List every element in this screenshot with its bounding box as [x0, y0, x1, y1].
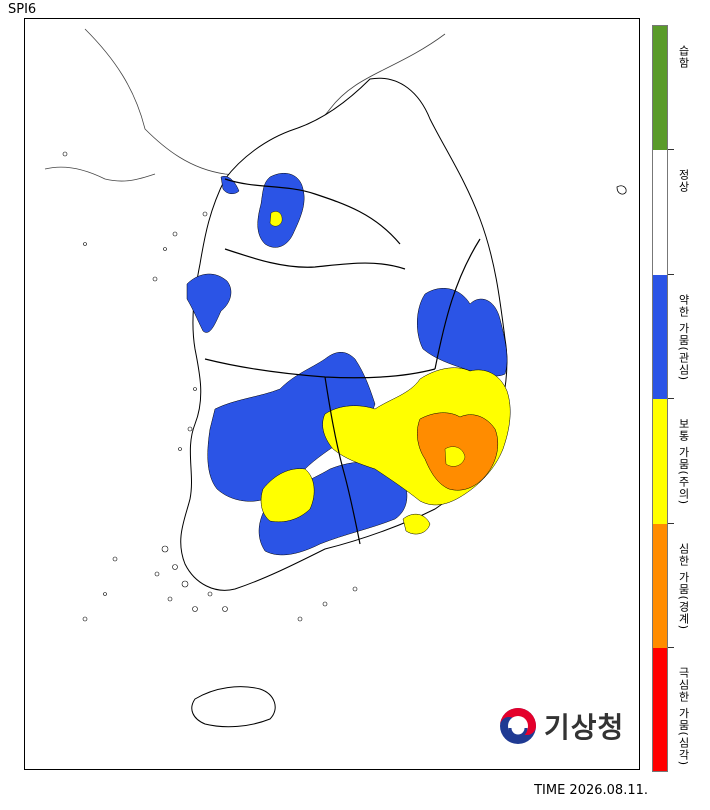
legend-label-attention: 약한 가뭄(관심) [677, 294, 690, 382]
region-attention-northeast [417, 288, 508, 377]
legend-swatch-normal [653, 150, 667, 275]
north-coast-outline [44, 166, 156, 182]
legend-label-severe: 극심한 가뭄(심각) [677, 667, 690, 767]
legend-label-normal: 정상 [677, 169, 690, 193]
region-caution-inner-spot [444, 446, 466, 467]
kma-logo: 기상청 [498, 706, 624, 746]
legend-labels: 습함 정상 약한 가뭄(관심) 보통 가뭄(주의) 심한 가뭄(경계) 극심한 … [672, 25, 694, 772]
legend-tick [668, 149, 674, 150]
region-attention-west-coast [186, 273, 232, 333]
legend-tick [668, 523, 674, 524]
region-attention-gyeonggi [257, 173, 305, 248]
legend-swatch-attention [653, 275, 667, 399]
island-jeju [191, 686, 276, 728]
province-borders [204, 178, 481, 545]
legend-swatch-wet [653, 26, 667, 150]
legend-label-warning: 심한 가뭄(경계) [677, 543, 690, 631]
map-frame [24, 18, 640, 770]
legend-swatch-caution [653, 399, 667, 524]
kma-logo-text: 기상청 [544, 711, 625, 744]
island-ulleungdo [616, 185, 627, 195]
legend-color-bar [652, 25, 668, 772]
legend-label-wet: 습함 [677, 45, 690, 69]
region-caution-southwest [260, 468, 315, 523]
legend-tick [668, 274, 674, 275]
region-caution-south-coast [402, 513, 431, 535]
map-title: SPI6 [8, 2, 37, 17]
legend-tick [668, 647, 674, 648]
legend-swatch-severe [653, 648, 667, 771]
drought-map [44, 28, 627, 728]
island-cluster-west [62, 151, 208, 451]
legend-swatch-warning [653, 524, 667, 648]
timestamp: TIME 2026.08.11. [534, 783, 648, 798]
region-attention-south [258, 461, 408, 556]
kma-taegeuk-logo-icon [500, 708, 536, 744]
region-attention-incheon [220, 176, 240, 194]
region-caution-gyeonggi-spot [269, 211, 283, 227]
legend-tick [668, 398, 674, 399]
legend-label-caution: 보통 가뭄(주의) [677, 418, 690, 506]
island-cluster-southwest [82, 545, 358, 622]
